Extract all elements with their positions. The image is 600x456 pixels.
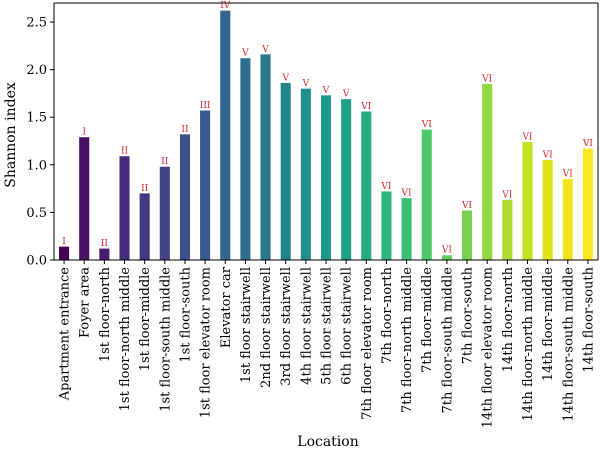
bar-value-label: VI [380, 182, 391, 192]
bar-value-label: I [62, 237, 66, 247]
x-tick-label: 1st floor elevator room [199, 267, 214, 418]
bar-value-label: VI [421, 120, 432, 130]
bars-group [59, 10, 593, 261]
bar-value-label: VI [401, 189, 412, 199]
y-axis: 0.0 0.5 1.0 1.5 2.0 2.5 [26, 16, 54, 269]
bar [381, 191, 392, 260]
bar-value-label: VI [441, 246, 452, 256]
bar-value-label: V [322, 86, 330, 96]
bar-value-label: II [161, 157, 169, 167]
bar-value-label: VI [521, 132, 532, 142]
bar [119, 156, 130, 260]
x-tick-label: 1st floor-middle [138, 267, 153, 372]
bar-value-label: VI [481, 74, 492, 84]
bar [462, 210, 473, 260]
bar [441, 255, 452, 260]
bar-value-label: V [281, 73, 289, 83]
x-tick-label: 14th floor-middle [541, 267, 556, 381]
y-tick-label: 2.0 [26, 63, 47, 78]
bar-value-label: II [101, 239, 109, 249]
bar [179, 134, 190, 260]
x-tick-label: 7th floor-middle [420, 267, 435, 373]
y-tick-label: 0.0 [26, 254, 47, 269]
bar-value-label: II [121, 147, 129, 157]
y-tick-label: 2.5 [26, 16, 47, 31]
bar [542, 160, 553, 260]
x-tick-label: 1st floor-south middle [158, 267, 173, 412]
x-tick-label: 4th floor stairwell [299, 267, 314, 385]
x-tick-label: Apartment entrance [58, 267, 73, 402]
bar [79, 137, 90, 260]
x-tick-label: 2nd floor stairwell [259, 267, 274, 388]
x-tick-label: 14th floor-north [501, 266, 516, 372]
x-tick-label: 7th floor-south middle [440, 267, 455, 414]
bar [482, 83, 493, 260]
bar [421, 129, 432, 260]
x-tick-label: Elevator car [219, 266, 234, 348]
bar-value-label: VI [542, 151, 553, 161]
bar [300, 88, 311, 261]
x-tick-label: 14th floor-south [581, 266, 596, 372]
bar [320, 95, 332, 261]
bar [582, 148, 593, 260]
bar-value-label: II [141, 184, 149, 194]
y-tick-label: 1.5 [26, 111, 47, 126]
bar [562, 179, 573, 260]
bar-value-label: VI [562, 170, 573, 180]
x-tick-label: 1st floor-north middle [118, 267, 133, 412]
x-tick-label: 3rd floor stairwell [279, 267, 294, 386]
bar [139, 193, 150, 260]
bar-value-label: IV [220, 1, 231, 11]
x-tick-label: 1st floor-south [178, 266, 193, 362]
bar-value-label: V [241, 49, 249, 59]
bar [59, 246, 70, 260]
bar-value-label: V [342, 90, 350, 100]
x-axis-title: Location [297, 434, 358, 450]
bar [220, 10, 231, 261]
bar-value-label: II [181, 125, 189, 135]
bar-value-label: I [82, 128, 86, 138]
bar [280, 82, 291, 260]
bar [260, 54, 271, 261]
y-tick-label: 0.5 [26, 206, 47, 221]
bar-value-label: VI [582, 139, 593, 149]
bar-value-label: VI [360, 102, 371, 112]
x-tick-label: 1st floor-north [98, 266, 113, 362]
x-tick-label: 7th floor elevator room [360, 267, 375, 420]
bar [240, 58, 251, 260]
y-tick-label: 1.0 [26, 158, 47, 173]
bar [341, 99, 352, 260]
x-tick-label: 5th floor stairwell [320, 267, 335, 385]
bar [99, 248, 110, 260]
bar [159, 166, 170, 260]
bar [502, 200, 513, 260]
bar-value-label: V [261, 45, 269, 55]
bar-value-label: VI [461, 201, 472, 211]
x-tick-label: 14th floor-south middle [561, 267, 576, 422]
x-tick-label: 7th floor-south [461, 266, 476, 364]
x-tick-label: 7th floor-north middle [400, 267, 415, 413]
bar [522, 141, 533, 260]
x-tick-label: 1st floor stairwell [239, 267, 254, 383]
bar [361, 111, 372, 260]
x-axis: Apartment entrance Foyer area 1st floor-no… [58, 260, 596, 428]
x-tick-label: 14th floor elevator room [481, 267, 496, 428]
y-axis-title: Shannon index [3, 82, 19, 188]
bar-value-label: V [302, 79, 310, 89]
bar-value-label: III [200, 101, 211, 111]
x-tick-label: Foyer area [78, 267, 93, 338]
bar [200, 110, 211, 260]
bar [401, 198, 412, 260]
x-tick-label: 7th floor-north [380, 266, 395, 364]
x-tick-label: 14th floor-north middle [521, 267, 536, 422]
x-tick-label: 6th floor stairwell [340, 267, 355, 385]
bar-value-label: VI [501, 191, 512, 201]
